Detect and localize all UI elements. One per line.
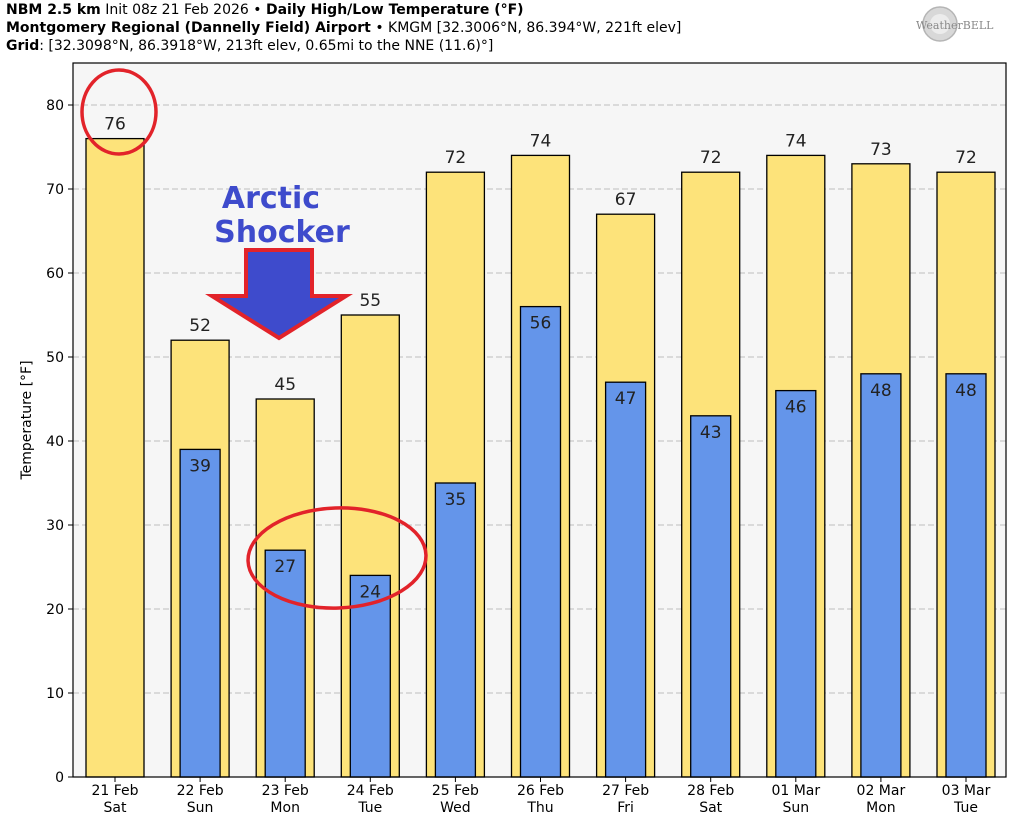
high-temp-label: 74	[530, 131, 552, 151]
low-temp-bar	[690, 415, 732, 778]
y-tick-label: 50	[46, 350, 64, 366]
low-temp-label: 43	[700, 423, 722, 443]
init-time: Init 08z 21 Feb 2026	[105, 2, 249, 18]
high-temp-label: 72	[445, 148, 467, 168]
high-temp-label: 74	[785, 131, 807, 151]
plot-frame	[72, 62, 1007, 778]
x-tick-label: 25 Feb Wed	[432, 783, 479, 816]
high-temp-bar	[85, 137, 145, 778]
x-tick-label: 27 Feb Fri	[602, 783, 649, 816]
low-temp-bar	[775, 389, 817, 778]
low-temp-bar	[860, 373, 902, 778]
low-temp-label: 24	[359, 582, 381, 602]
x-tick-label: 24 Feb Tue	[347, 783, 394, 816]
annotation-line-2: Shocker	[214, 215, 350, 250]
y-tick-label: 30	[46, 518, 64, 534]
x-tick-label: 23 Feb Mon	[262, 783, 309, 816]
chart-header: NBM 2.5 km Init 08z 21 Feb 2026 • Daily …	[6, 1, 681, 55]
low-temp-label: 48	[870, 381, 892, 401]
grid-label: Grid	[6, 38, 40, 54]
low-temp-label: 48	[955, 381, 977, 401]
model-name: NBM 2.5 km	[6, 2, 101, 18]
x-tick-label: 21 Feb Sat	[91, 783, 138, 816]
low-temp-label: 46	[785, 398, 807, 418]
weatherbell-logo: WeatherBELL	[916, 6, 994, 42]
low-temp-label: 47	[615, 389, 637, 409]
y-tick-label: 0	[55, 770, 64, 786]
y-tick-label: 20	[46, 602, 64, 618]
header-line-1: NBM 2.5 km Init 08z 21 Feb 2026 • Daily …	[6, 1, 681, 19]
y-tick-label: 80	[46, 98, 64, 114]
highlight-circle-lows	[246, 506, 428, 610]
product-name: Daily High/Low Temperature (°F)	[265, 2, 524, 18]
separator: •	[375, 20, 384, 36]
high-temp-label: 73	[870, 140, 892, 160]
x-tick-label: 22 Feb Sun	[177, 783, 224, 816]
header-line-3: Grid: [32.3098°N, 86.3918°W, 213ft elev,…	[6, 37, 681, 55]
x-tick-label: 02 Mar Mon	[857, 783, 906, 816]
low-temp-label: 27	[274, 557, 296, 577]
low-temp-bar	[264, 549, 306, 778]
y-tick-label: 60	[46, 266, 64, 282]
y-axis-label: Temperature [°F]	[19, 360, 35, 480]
low-temp-bar	[179, 448, 221, 778]
high-temp-label: 76	[104, 115, 126, 135]
station-details: KMGM [32.3006°N, 86.394°W, 221ft elev]	[388, 20, 682, 36]
low-temp-bar	[604, 381, 647, 778]
high-temp-label: 72	[700, 148, 722, 168]
highlight-circle-high	[80, 68, 158, 156]
separator: •	[253, 2, 262, 18]
low-temp-bar	[434, 482, 477, 778]
x-tick-label: 01 Mar Sun	[771, 783, 820, 816]
low-temp-bar	[519, 305, 562, 778]
high-temp-label: 72	[955, 148, 977, 168]
down-arrow-icon	[205, 248, 353, 341]
grid-details: : [32.3098°N, 86.3918°W, 213ft elev, 0.6…	[39, 38, 494, 54]
high-temp-label: 45	[274, 375, 296, 395]
y-tick-label: 10	[46, 686, 64, 702]
annotation-line-1: Arctic	[222, 181, 320, 216]
y-tick-label: 40	[46, 434, 64, 450]
station-name: Montgomery Regional (Dannelly Field) Air…	[6, 20, 371, 36]
low-temp-label: 56	[530, 314, 552, 334]
x-tick-label: 26 Feb Thu	[517, 783, 564, 816]
high-temp-label: 52	[189, 316, 211, 336]
x-tick-label: 28 Feb Sat	[687, 783, 734, 816]
header-line-2: Montgomery Regional (Dannelly Field) Air…	[6, 19, 681, 37]
high-temp-label: 67	[615, 190, 637, 210]
y-tick-label: 70	[46, 182, 64, 198]
logo-text: WeatherBELL	[916, 19, 994, 32]
high-temp-label: 55	[359, 291, 381, 311]
low-temp-bar	[945, 373, 987, 778]
low-temp-label: 35	[445, 490, 467, 510]
x-tick-label: 03 Mar Tue	[942, 783, 991, 816]
low-temp-label: 39	[189, 456, 211, 476]
